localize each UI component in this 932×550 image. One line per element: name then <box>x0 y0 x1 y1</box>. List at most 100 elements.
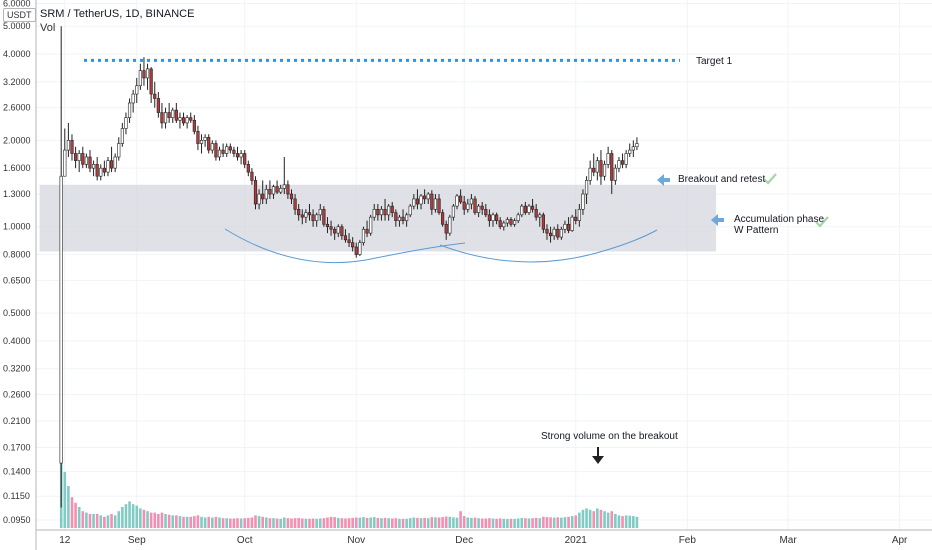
candle-body <box>293 198 297 210</box>
volume-bar <box>596 508 599 528</box>
candle-body <box>88 156 92 169</box>
candle-body <box>95 164 99 177</box>
volume-bar <box>394 518 398 528</box>
candle-body <box>109 160 114 169</box>
candle-body <box>297 209 301 216</box>
candle-body <box>545 228 549 234</box>
volume-bar <box>207 516 211 528</box>
y-tick-label: 0.6500 <box>3 275 31 285</box>
volume-bar <box>318 518 322 528</box>
candle-body <box>584 180 589 195</box>
candle-body <box>520 205 524 216</box>
volume-bar <box>405 518 408 528</box>
y-tick-label: 0.5000 <box>3 308 31 318</box>
volume-bar <box>265 517 268 528</box>
candle-body <box>628 149 632 154</box>
accumulation-label-1: Accumulation phase <box>734 214 825 225</box>
candle-body <box>117 143 121 158</box>
candle-body <box>127 102 132 118</box>
candle-body <box>383 209 387 216</box>
candle-body <box>192 119 196 132</box>
candle-body <box>300 214 304 218</box>
candle-body <box>462 201 466 210</box>
volume-bar <box>556 517 560 528</box>
currency-badge[interactable]: USDT <box>3 8 36 22</box>
volume-bar <box>534 517 538 528</box>
candle-body <box>541 214 545 230</box>
candle-body <box>512 220 517 225</box>
candle-body <box>311 214 315 221</box>
volume-bar <box>304 518 308 528</box>
candle-body <box>358 242 362 255</box>
candle-body <box>199 140 204 144</box>
candle-body <box>322 209 326 225</box>
volume-bar <box>95 514 99 528</box>
candle-body <box>102 167 106 173</box>
volume-bar <box>103 516 106 528</box>
volume-bar <box>542 516 545 528</box>
volume-bar <box>383 517 387 528</box>
candle-body <box>448 216 452 234</box>
volume-bar <box>333 517 336 528</box>
candle-body <box>466 203 470 210</box>
candle-body <box>602 164 607 177</box>
candle-body <box>304 212 308 218</box>
candle-body <box>613 167 617 181</box>
w-arc-right <box>439 229 658 263</box>
volume-bar <box>470 517 473 528</box>
volume-bar <box>81 511 85 528</box>
y-tick-label: 3.2000 <box>3 77 31 87</box>
volume-bar <box>63 472 67 528</box>
volume-bar <box>85 512 88 528</box>
volume-bar <box>99 515 103 528</box>
x-tick-label: Apr <box>892 535 908 546</box>
y-tick-label: 0.1700 <box>3 442 31 452</box>
candle-body <box>153 93 157 99</box>
volume-bar <box>581 509 585 528</box>
candle-body <box>174 109 178 121</box>
candle-body <box>437 198 441 213</box>
candle-body <box>433 198 438 210</box>
volume-bar <box>311 518 315 528</box>
candle-body <box>171 109 175 118</box>
volume-bar <box>473 517 477 528</box>
volume-bar <box>527 518 531 528</box>
volume-bar <box>272 518 275 528</box>
volume-bar <box>491 518 495 528</box>
volume-bar <box>193 516 196 528</box>
candle-body <box>70 140 74 154</box>
volume-bar <box>261 516 264 528</box>
volume-bar <box>488 518 491 528</box>
candle-body <box>221 149 225 154</box>
candle-body <box>268 189 272 195</box>
candle-body <box>415 198 420 205</box>
volume-bar <box>459 511 462 528</box>
candle-body <box>534 209 538 218</box>
target-label: Target 1 <box>696 56 733 67</box>
candle-body <box>261 193 265 200</box>
candle-body <box>145 68 150 79</box>
volume-bar <box>513 518 516 528</box>
candle-body <box>548 232 553 237</box>
volume-bar <box>88 514 92 528</box>
volume-bar <box>110 514 113 528</box>
candle-body <box>73 153 78 161</box>
volume-bar <box>516 518 520 528</box>
y-tick-label: 4.0000 <box>3 49 31 59</box>
candle-body <box>426 193 430 200</box>
x-tick-label: Oct <box>237 535 253 546</box>
y-tick-label: 0.8000 <box>3 250 31 260</box>
candle-body <box>113 156 117 169</box>
volume-bar <box>239 518 243 528</box>
volume-bar <box>455 517 459 528</box>
candle-body <box>610 153 614 181</box>
candle-body <box>372 209 376 218</box>
annotation-arrows <box>592 173 829 464</box>
volume-bar <box>495 518 498 528</box>
volume-bar <box>214 516 218 528</box>
volume-bar <box>250 517 254 528</box>
volume-bar <box>502 518 506 528</box>
candle-body <box>592 167 596 173</box>
accumulation-label-2: W Pattern <box>734 225 779 236</box>
